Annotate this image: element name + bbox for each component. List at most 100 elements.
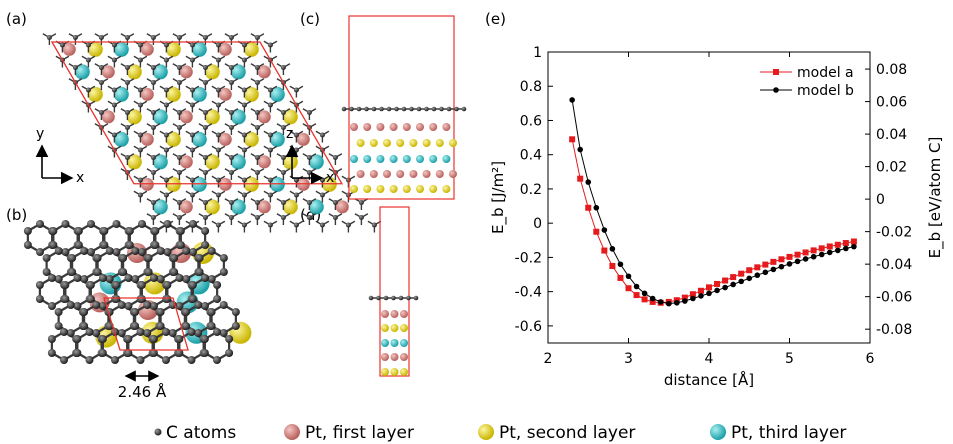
- carbon-atom: [36, 248, 44, 256]
- carbon-atom: [87, 220, 95, 228]
- carbon-atom: [454, 106, 459, 112]
- carbon-atom: [175, 274, 184, 282]
- pt-second-layer-atom: [389, 185, 398, 193]
- carbon-atom: [35, 281, 44, 289]
- carbon-atom: [228, 200, 234, 205]
- carbon-atom: [149, 349, 158, 357]
- pt-first-layer-atom: [62, 42, 76, 56]
- carbon-atom: [48, 302, 56, 310]
- pt-first-layer-atom: [257, 65, 271, 79]
- carbon-atom: [112, 281, 121, 289]
- carbon-atom: [319, 222, 325, 228]
- data-point-model-a: [842, 240, 849, 247]
- pt-second-layer-atom: [165, 86, 181, 102]
- carbon-atom: [280, 125, 286, 130]
- carbon-atom: [267, 102, 273, 108]
- carbon-atom: [383, 295, 389, 301]
- carbon-atom: [345, 222, 351, 228]
- carbon-atom: [111, 57, 117, 63]
- pt-first-layer-atom: [140, 177, 154, 191]
- y-right-tick-label: -0.02: [876, 225, 912, 241]
- pt-third-layer-atom: [308, 154, 324, 170]
- carbon-atom: [47, 349, 56, 357]
- data-point-model-a: [802, 249, 809, 256]
- carbon-atom: [111, 87, 117, 93]
- legend-carbon-label: C atoms: [166, 423, 236, 443]
- carbon-atom: [394, 106, 399, 112]
- carbon-atom: [61, 281, 70, 289]
- carbon-atom: [195, 254, 204, 262]
- pt-first-layer-atom: [363, 123, 372, 131]
- carbon-atom: [446, 106, 452, 112]
- carbon-atom: [254, 155, 260, 160]
- carbon-atom: [215, 132, 221, 138]
- x-tick-label: 5: [785, 351, 794, 367]
- data-point-model-b: [810, 253, 817, 260]
- carbon-atom: [280, 170, 286, 175]
- pt-first-layer-atom: [179, 65, 193, 79]
- pt-second-layer-atom: [204, 199, 220, 215]
- pt-third-layer-atom: [191, 86, 207, 102]
- carbon-atom: [241, 102, 247, 108]
- carbon-atom: [201, 227, 210, 235]
- carbon-atom: [176, 110, 182, 115]
- carbon-atom: [267, 192, 273, 198]
- carbon-atom: [225, 349, 234, 357]
- carbon-atom: [124, 349, 133, 357]
- data-point-model-b: [641, 290, 648, 297]
- carbon-atom: [143, 329, 152, 337]
- data-point-model-a: [641, 296, 648, 303]
- pt-first-layer-atom: [390, 353, 399, 361]
- pt-first-layer-atom: [449, 170, 457, 178]
- carbon-atom: [228, 110, 234, 115]
- pt-first-layer-atom: [296, 177, 310, 191]
- carbon-atom: [92, 329, 101, 337]
- carbon-atom: [254, 35, 260, 40]
- pt-second-layer-atom: [390, 324, 399, 332]
- panel-c-side-view: [341, 15, 467, 200]
- carbon-atom: [194, 301, 203, 309]
- pt-first-layer-atom: [218, 87, 232, 101]
- pt-first-layer-atom: [218, 42, 232, 56]
- carbon-atom: [254, 215, 260, 220]
- scale-bar-label: 2.46 Å: [118, 382, 167, 401]
- carbon-atom: [267, 132, 273, 138]
- carbon-atom: [293, 132, 299, 138]
- data-point-model-b: [625, 273, 632, 280]
- panel-c-axes: z x: [285, 126, 334, 186]
- pt-third-layer-atom: [152, 199, 168, 215]
- pt-third-layer-atom: [191, 176, 207, 192]
- carbon-atom: [189, 87, 195, 93]
- pt-second-layer-atom: [409, 139, 418, 147]
- carbon-atom: [241, 192, 247, 198]
- carbon-atom: [176, 35, 182, 40]
- data-point-model-b: [657, 299, 664, 305]
- carbon-atom: [124, 302, 133, 310]
- pt-second-layer-atom: [126, 154, 142, 170]
- carbon-atom: [163, 102, 169, 108]
- carbon-atom: [182, 247, 191, 255]
- carbon-atom: [439, 106, 444, 112]
- y-right-tick-label: 0.04: [876, 127, 907, 143]
- carbon-atom: [86, 295, 95, 303]
- carbon-atom: [219, 301, 228, 309]
- carbon-atom: [68, 268, 77, 276]
- carbon-atom: [35, 295, 44, 303]
- pt-third-layer-atom: [376, 155, 385, 163]
- carbon-atom: [306, 155, 312, 160]
- data-point-model-b: [698, 293, 704, 299]
- carbon-atom: [200, 349, 209, 357]
- data-point-model-a: [617, 274, 624, 281]
- axis-c-x: x: [326, 170, 334, 186]
- data-point-model-a: [714, 280, 721, 287]
- data-point-model-b: [577, 146, 583, 153]
- carbon-atom: [241, 132, 247, 138]
- carbon-atom: [194, 329, 203, 337]
- pt-second-layer-atom: [126, 64, 142, 80]
- pt-third-layer-atom: [152, 154, 168, 170]
- data-point-model-a: [706, 284, 712, 291]
- panel-label-c: (c): [300, 10, 320, 28]
- pt-first-layer-atom: [381, 310, 389, 318]
- carbon-atom: [182, 275, 191, 283]
- pt-second-layer-atom: [383, 139, 391, 147]
